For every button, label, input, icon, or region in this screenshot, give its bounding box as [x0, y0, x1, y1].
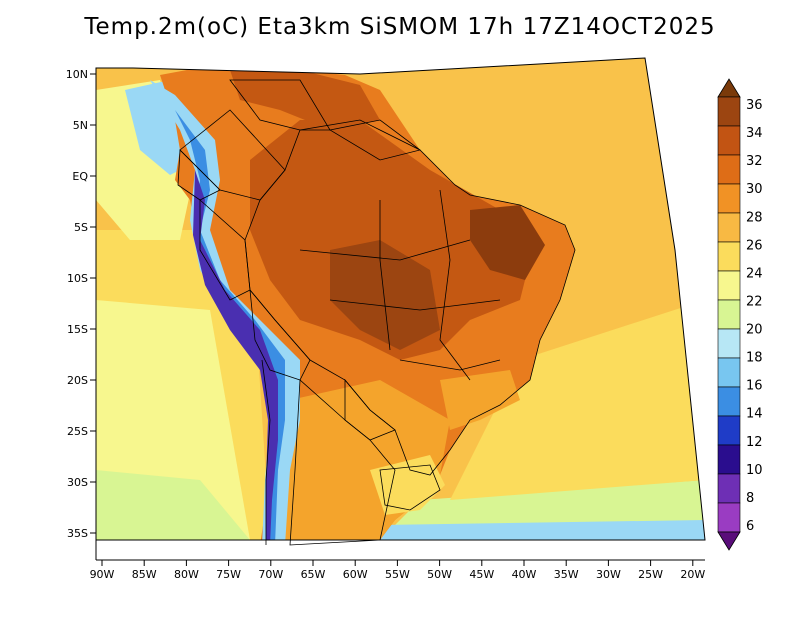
colorbar-segment	[717, 125, 741, 156]
lat-tick-label: 5N	[73, 119, 88, 132]
colorbar-label: 30	[746, 182, 763, 197]
lat-tick-label: 10S	[67, 272, 88, 285]
lon-tick-label: 25W	[638, 568, 663, 581]
uruguay-boundary	[379, 464, 441, 511]
lon-tick-label: 40W	[512, 568, 537, 581]
colorbar: 36 34 32 30 28 26 24 22 20 18 16 14 12 10 8 6	[717, 78, 763, 551]
colorbar-segment	[717, 415, 741, 446]
lat-tick-label: EQ	[72, 170, 88, 183]
colorbar-label: 18	[746, 351, 763, 366]
andes-cold-band	[150, 80, 300, 540]
lon-tick-label: 85W	[132, 568, 157, 581]
lon-tick-label: 45W	[469, 568, 494, 581]
colorbar-label: 32	[746, 154, 763, 169]
lon-tick-label: 70W	[258, 568, 283, 581]
colorbar-label: 10	[746, 463, 763, 478]
colorbar-label: 16	[746, 379, 763, 394]
peru-boundary	[199, 199, 251, 301]
lon-tick-label: 20W	[680, 568, 705, 581]
hot-north-coast	[230, 70, 380, 130]
colorbar-label: 14	[746, 407, 763, 422]
lat-tick-label: 30S	[67, 476, 88, 489]
domain-outline	[95, 57, 706, 541]
lat-tick-label: 35S	[67, 527, 88, 540]
lon-tick-label: 35W	[554, 568, 579, 581]
southeast-coast-mild	[440, 370, 520, 430]
andes-coldest-band	[193, 170, 278, 540]
guianas-boundary	[328, 119, 421, 161]
lat-tick-label: 25S	[67, 425, 88, 438]
colorbar-segment	[717, 328, 741, 359]
colorbar-segment	[717, 386, 741, 417]
chile-boundary	[261, 359, 271, 545]
lat-tick-label: 20S	[67, 374, 88, 387]
colorbar-segment	[717, 299, 741, 330]
brazil-states-line-1	[299, 239, 471, 261]
colorbar-segment	[717, 183, 741, 214]
map-title: Temp.2m(oC) Eta3km SiSMOM 17h 17Z14OCT20…	[84, 14, 716, 40]
ecuador-boundary	[177, 149, 221, 201]
brazil-states-line-3	[379, 200, 391, 351]
colorbar-label: 34	[746, 126, 763, 141]
colorbar-segment	[717, 473, 741, 504]
colorbar-bottom-arrow	[717, 531, 741, 551]
argentina-boundary	[289, 379, 396, 546]
colorbar-label: 6	[746, 519, 754, 534]
atlantic-south-cold	[380, 520, 705, 540]
lat-tick-label: 15S	[67, 323, 88, 336]
colorbar-segment	[717, 212, 741, 243]
very-hot-northeast	[470, 205, 545, 280]
lon-tick-label: 80W	[174, 568, 199, 581]
hot-core-amazon	[250, 120, 530, 360]
colorbar-label: 8	[746, 491, 754, 506]
lon-tick-label: 65W	[301, 568, 326, 581]
venezuela-boundary	[229, 79, 331, 131]
lon-tick-label: 60W	[343, 568, 368, 581]
atlantic-mild-east	[450, 300, 705, 500]
colorbar-label: 24	[746, 266, 763, 281]
pacific-cold-zone	[96, 470, 250, 540]
colorbar-segment	[717, 502, 741, 533]
colorbar-segment	[717, 96, 741, 127]
brazil-states-line-2	[329, 299, 501, 311]
country-boundaries	[177, 79, 576, 546]
colorbar-segment	[717, 154, 741, 185]
paraguay-boundary	[344, 378, 396, 441]
lon-tick-label: 50W	[427, 568, 452, 581]
lon-tick-label: 90W	[90, 568, 115, 581]
map-domain	[96, 58, 705, 540]
lon-tick-label: 30W	[596, 568, 621, 581]
colorbar-segment	[717, 270, 741, 301]
longitude-axis: 90W 85W 80W 75W 70W 65W 60W 55W 50W 45W 40W 35W 30W 2…	[90, 559, 705, 581]
lon-tick-label: 75W	[216, 568, 241, 581]
colorbar-segment	[717, 444, 741, 475]
brazil-states-line-5	[399, 359, 501, 371]
lon-tick-label: 55W	[385, 568, 410, 581]
colorbar-top-arrow	[717, 78, 741, 98]
very-hot-core	[330, 240, 440, 350]
lat-tick-label: 5S	[74, 221, 88, 234]
colorbar-label: 28	[746, 210, 763, 225]
latitude-axis: 10N 5N EQ 5S 10S 15S 20S 25S 30S 35S	[66, 68, 97, 560]
colorbar-label: 26	[746, 238, 763, 253]
colorbar-label: 20	[746, 323, 763, 338]
colorbar-label: 12	[746, 435, 763, 450]
colorbar-segment	[717, 241, 741, 272]
colorbar-segment	[717, 357, 741, 388]
colorbar-label: 22	[746, 294, 763, 309]
colorbar-label: 36	[746, 98, 763, 113]
lat-tick-label: 10N	[66, 68, 88, 81]
brazil-states-line-4	[439, 189, 471, 381]
